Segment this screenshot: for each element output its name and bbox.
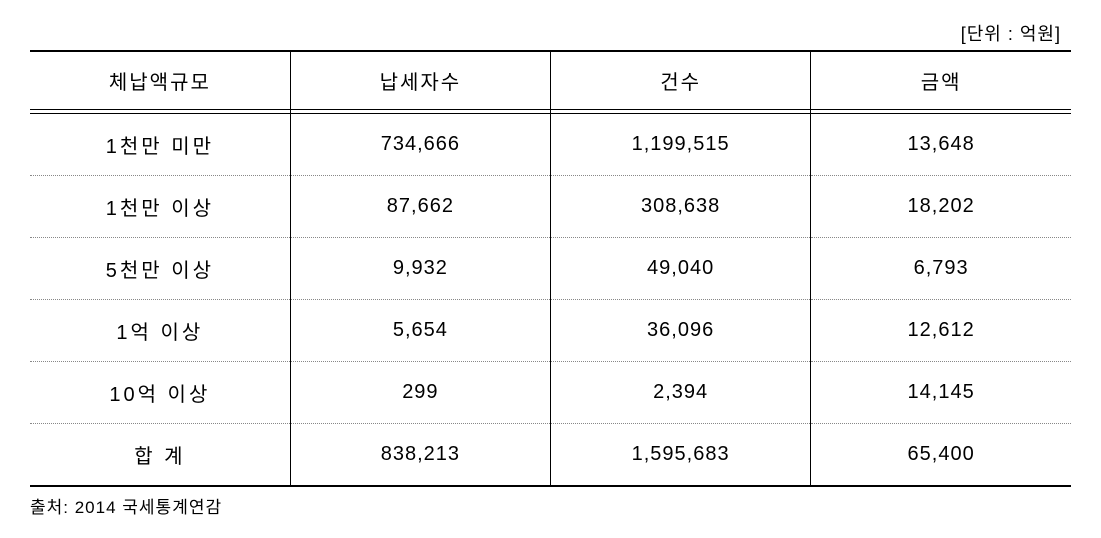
source-label: 출처: 2014 국세통계연감 [30, 493, 1071, 518]
table-body: 1천만 미만 734,666 1,199,515 13,648 1천만 이상 8… [30, 114, 1071, 487]
cell-cases: 1,595,683 [551, 424, 811, 487]
cell-amount: 12,612 [811, 300, 1071, 362]
cell-category: 5천만 이상 [30, 238, 290, 300]
unit-label: [단위 : 억원] [30, 20, 1071, 46]
table-row: 5천만 이상 9,932 49,040 6,793 [30, 238, 1071, 300]
cell-amount: 65,400 [811, 424, 1071, 487]
table-header-row: 체납액규모 납세자수 건수 금액 [30, 51, 1071, 110]
cell-cases: 1,199,515 [551, 114, 811, 176]
tax-arrears-table: 체납액규모 납세자수 건수 금액 1천만 미만 734,666 1,199,51… [30, 50, 1071, 487]
table-row: 10억 이상 299 2,394 14,145 [30, 362, 1071, 424]
cell-cases: 36,096 [551, 300, 811, 362]
cell-amount: 13,648 [811, 114, 1071, 176]
cell-amount: 6,793 [811, 238, 1071, 300]
cell-category: 합 계 [30, 424, 290, 487]
cell-cases: 49,040 [551, 238, 811, 300]
cell-taxpayers: 87,662 [290, 176, 550, 238]
cell-cases: 308,638 [551, 176, 811, 238]
table-row-total: 합 계 838,213 1,595,683 65,400 [30, 424, 1071, 487]
cell-taxpayers: 838,213 [290, 424, 550, 487]
cell-taxpayers: 734,666 [290, 114, 550, 176]
cell-category: 10억 이상 [30, 362, 290, 424]
cell-amount: 18,202 [811, 176, 1071, 238]
cell-cases: 2,394 [551, 362, 811, 424]
col-header-taxpayers: 납세자수 [290, 51, 550, 110]
cell-category: 1천만 미만 [30, 114, 290, 176]
cell-taxpayers: 5,654 [290, 300, 550, 362]
cell-taxpayers: 299 [290, 362, 550, 424]
cell-category: 1천만 이상 [30, 176, 290, 238]
table-row: 1천만 미만 734,666 1,199,515 13,648 [30, 114, 1071, 176]
cell-category: 1억 이상 [30, 300, 290, 362]
table-row: 1억 이상 5,654 36,096 12,612 [30, 300, 1071, 362]
table-row: 1천만 이상 87,662 308,638 18,202 [30, 176, 1071, 238]
cell-taxpayers: 9,932 [290, 238, 550, 300]
col-header-category: 체납액규모 [30, 51, 290, 110]
col-header-cases: 건수 [551, 51, 811, 110]
cell-amount: 14,145 [811, 362, 1071, 424]
col-header-amount: 금액 [811, 51, 1071, 110]
